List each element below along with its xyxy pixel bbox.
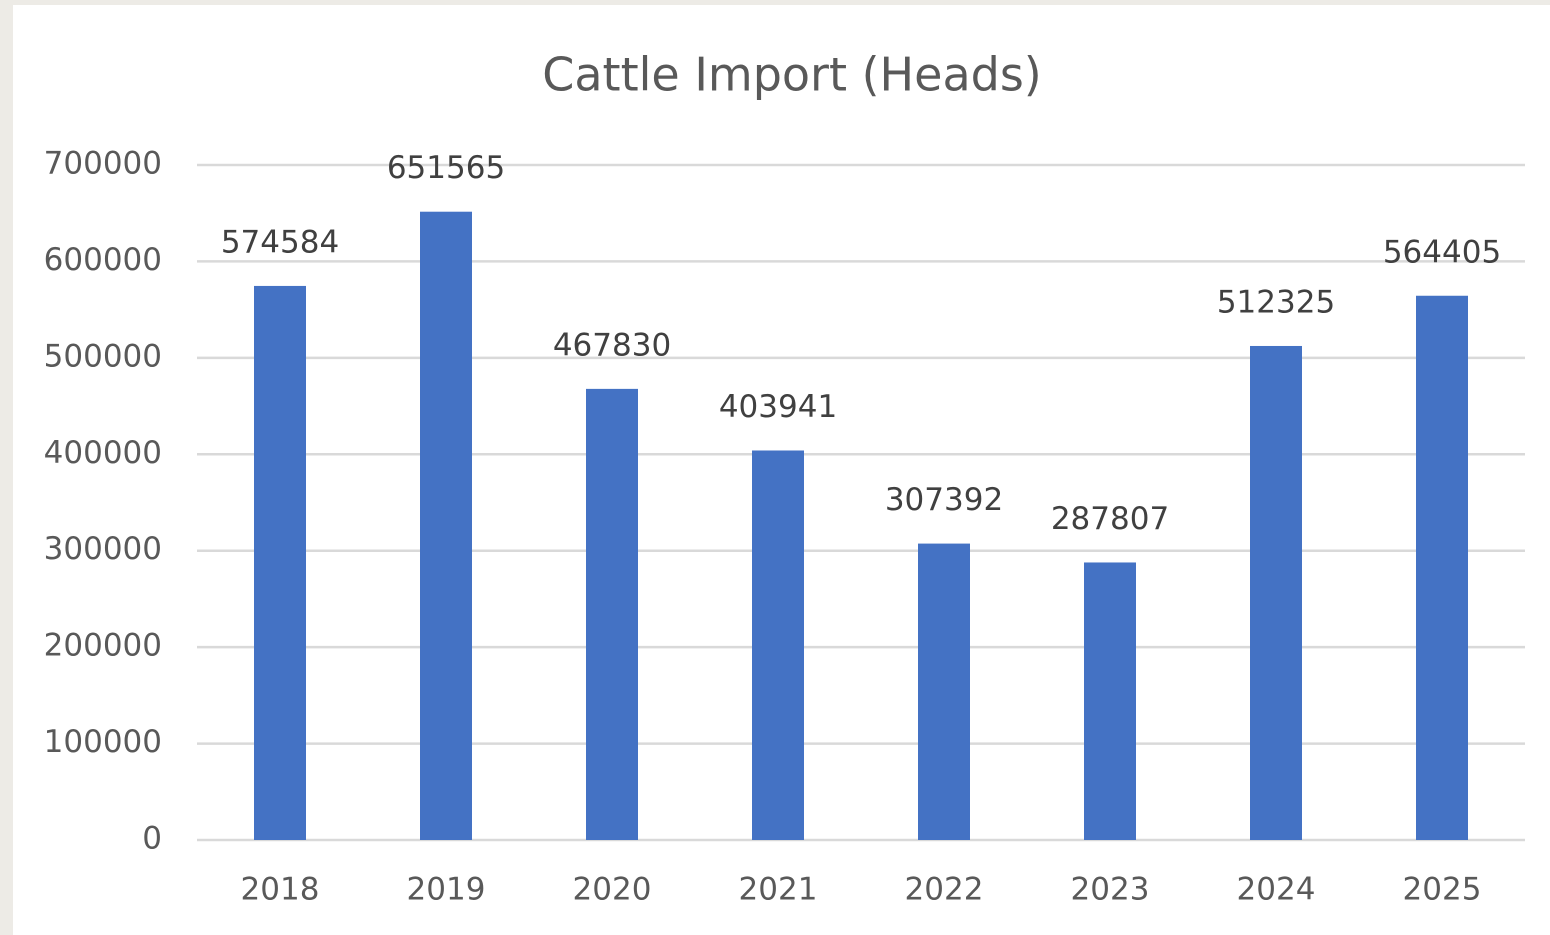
- chart-title: Cattle Import (Heads): [542, 48, 1042, 102]
- y-tick-label: 100000: [44, 724, 162, 760]
- bar: [918, 543, 970, 840]
- bar: [586, 388, 638, 840]
- x-tick-label: 2024: [1237, 872, 1316, 908]
- x-tick-label: 2019: [407, 872, 486, 908]
- bar: [1416, 295, 1468, 840]
- y-tick-label: 400000: [44, 435, 162, 471]
- y-tick-label: 600000: [44, 242, 162, 278]
- y-tick-label: 200000: [44, 628, 162, 664]
- data-label: 307392: [885, 482, 1003, 518]
- bar: [420, 211, 472, 840]
- bar: [1250, 345, 1302, 840]
- x-tick-label: 2018: [241, 872, 320, 908]
- x-tick-label: 2020: [573, 872, 652, 908]
- bar: [752, 450, 804, 840]
- data-label: 287807: [1051, 501, 1169, 537]
- data-label: 574584: [221, 224, 339, 260]
- x-tick-label: 2021: [739, 872, 818, 908]
- x-tick-label: 2025: [1403, 872, 1482, 908]
- bar: [1084, 562, 1136, 840]
- y-tick-label: 700000: [44, 146, 162, 182]
- data-label: 651565: [387, 150, 505, 186]
- data-label: 512325: [1217, 284, 1335, 320]
- y-tick-label: 500000: [44, 338, 162, 374]
- y-tick-label: 0: [142, 821, 162, 857]
- bar: [254, 285, 306, 840]
- x-tick-label: 2023: [1071, 872, 1150, 908]
- x-tick-label: 2022: [905, 872, 984, 908]
- data-label: 403941: [719, 389, 837, 425]
- data-label: 564405: [1383, 234, 1501, 270]
- data-label: 467830: [553, 327, 671, 363]
- y-tick-label: 300000: [44, 531, 162, 567]
